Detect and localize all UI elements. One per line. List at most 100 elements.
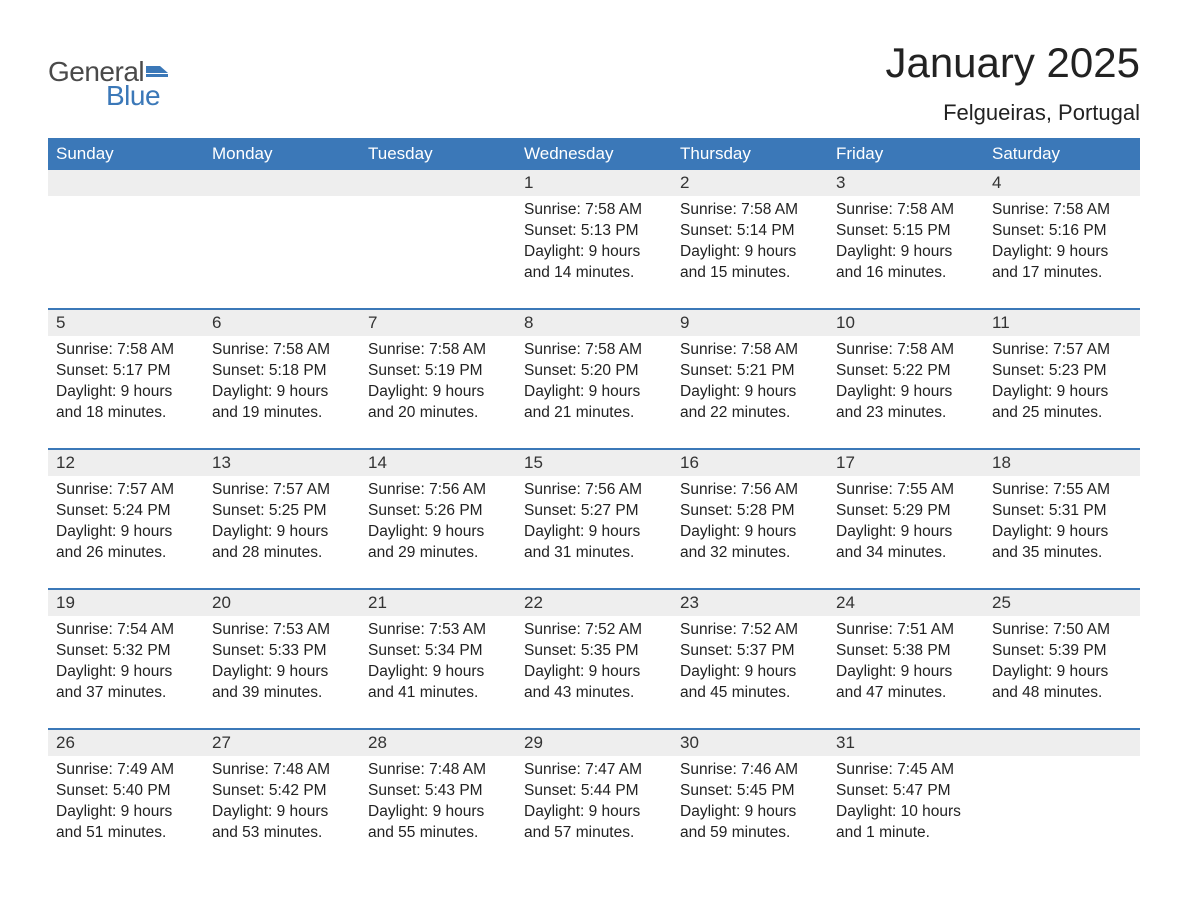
- day-number: 20: [204, 590, 360, 616]
- sunset-text: Sunset: 5:24 PM: [56, 501, 196, 522]
- day-number: 24: [828, 590, 984, 616]
- sunset-text: Sunset: 5:16 PM: [992, 221, 1132, 242]
- day-cell: 10Sunrise: 7:58 AMSunset: 5:22 PMDayligh…: [828, 310, 984, 436]
- daylight-text: and 57 minutes.: [524, 823, 664, 844]
- day-details: Sunrise: 7:56 AMSunset: 5:28 PMDaylight:…: [672, 476, 828, 564]
- sunset-text: Sunset: 5:23 PM: [992, 361, 1132, 382]
- sunset-text: Sunset: 5:21 PM: [680, 361, 820, 382]
- sunset-text: Sunset: 5:45 PM: [680, 781, 820, 802]
- daylight-text: Daylight: 9 hours: [680, 522, 820, 543]
- sunset-text: Sunset: 5:38 PM: [836, 641, 976, 662]
- sunrise-text: Sunrise: 7:58 AM: [992, 200, 1132, 221]
- weekday-header-row: Sunday Monday Tuesday Wednesday Thursday…: [48, 138, 1140, 170]
- day-number: 22: [516, 590, 672, 616]
- day-details: Sunrise: 7:48 AMSunset: 5:42 PMDaylight:…: [204, 756, 360, 844]
- day-cell: 24 Sunrise: 7:51 AMSunset: 5:38 PMDayligh…: [828, 590, 984, 716]
- day-cell: 13Sunrise: 7:57 AMSunset: 5:25 PMDayligh…: [204, 450, 360, 576]
- day-details: Sunrise: 7:58 AMSunset: 5:22 PMDaylight:…: [828, 336, 984, 424]
- week-row: 19Sunrise: 7:54 AMSunset: 5:32 PMDayligh…: [48, 588, 1140, 716]
- sunrise-text: Sunrise: 7:49 AM: [56, 760, 196, 781]
- calendar-grid: Sunday Monday Tuesday Wednesday Thursday…: [48, 138, 1140, 856]
- day-cell: 11Sunrise: 7:57 AMSunset: 5:23 PMDayligh…: [984, 310, 1140, 436]
- day-cell: 31Sunrise: 7:45 AMSunset: 5:47 PMDayligh…: [828, 730, 984, 856]
- day-details: Sunrise: 7:58 AMSunset: 5:21 PMDaylight:…: [672, 336, 828, 424]
- flag-icon: [146, 63, 168, 81]
- day-number: 5: [48, 310, 204, 336]
- daylight-text: Daylight: 9 hours: [368, 522, 508, 543]
- day-details: Sunrise: 7:58 AMSunset: 5:17 PMDaylight:…: [48, 336, 204, 424]
- calendar-page: General Blue January 2025 Felgueiras, Po…: [0, 0, 1188, 886]
- day-details: Sunrise: 7:56 AMSunset: 5:27 PMDaylight:…: [516, 476, 672, 564]
- sunset-text: Sunset: 5:25 PM: [212, 501, 352, 522]
- day-number: 14: [360, 450, 516, 476]
- day-details: Sunrise: 7:58 AMSunset: 5:14 PMDaylight:…: [672, 196, 828, 284]
- daylight-text: Daylight: 9 hours: [368, 802, 508, 823]
- weekday-header: Sunday: [48, 138, 204, 170]
- day-details: Sunrise: 7:56 AMSunset: 5:26 PMDaylight:…: [360, 476, 516, 564]
- weekday-header: Tuesday: [360, 138, 516, 170]
- daylight-text: and 45 minutes.: [680, 683, 820, 704]
- daylight-text: Daylight: 9 hours: [56, 662, 196, 683]
- day-details: Sunrise: 7:48 AMSunset: 5:43 PMDaylight:…: [360, 756, 516, 844]
- daylight-text: and 16 minutes.: [836, 263, 976, 284]
- daylight-text: and 25 minutes.: [992, 403, 1132, 424]
- sunset-text: Sunset: 5:32 PM: [56, 641, 196, 662]
- daylight-text: and 34 minutes.: [836, 543, 976, 564]
- sunset-text: Sunset: 5:15 PM: [836, 221, 976, 242]
- sunrise-text: Sunrise: 7:45 AM: [836, 760, 976, 781]
- day-cell: 6Sunrise: 7:58 AMSunset: 5:18 PMDaylight…: [204, 310, 360, 436]
- daylight-text: and 47 minutes.: [836, 683, 976, 704]
- daylight-text: and 51 minutes.: [56, 823, 196, 844]
- sunset-text: Sunset: 5:17 PM: [56, 361, 196, 382]
- day-cell: 7Sunrise: 7:58 AMSunset: 5:19 PMDaylight…: [360, 310, 516, 436]
- day-cell: [204, 170, 360, 296]
- daylight-text: Daylight: 9 hours: [836, 242, 976, 263]
- day-cell: 30Sunrise: 7:46 AMSunset: 5:45 PMDayligh…: [672, 730, 828, 856]
- day-number: 31: [828, 730, 984, 756]
- day-details: Sunrise: 7:57 AMSunset: 5:25 PMDaylight:…: [204, 476, 360, 564]
- sunrise-text: Sunrise: 7:53 AM: [368, 620, 508, 641]
- day-number: 12: [48, 450, 204, 476]
- daylight-text: and 37 minutes.: [56, 683, 196, 704]
- day-details: Sunrise: 7:53 AMSunset: 5:34 PMDaylight:…: [360, 616, 516, 704]
- day-number: 26: [48, 730, 204, 756]
- sunrise-text: Sunrise: 7:51 AM: [836, 620, 976, 641]
- daylight-text: and 20 minutes.: [368, 403, 508, 424]
- day-details: Sunrise: 7:50 AMSunset: 5:39 PMDaylight:…: [984, 616, 1140, 704]
- sunset-text: Sunset: 5:35 PM: [524, 641, 664, 662]
- day-details: Sunrise: 7:58 AMSunset: 5:16 PMDaylight:…: [984, 196, 1140, 284]
- sunrise-text: Sunrise: 7:47 AM: [524, 760, 664, 781]
- sunset-text: Sunset: 5:33 PM: [212, 641, 352, 662]
- day-details: Sunrise: 7:58 AMSunset: 5:13 PMDaylight:…: [516, 196, 672, 284]
- daylight-text: Daylight: 9 hours: [524, 382, 664, 403]
- day-cell: 20Sunrise: 7:53 AMSunset: 5:33 PMDayligh…: [204, 590, 360, 716]
- daylight-text: Daylight: 9 hours: [680, 382, 820, 403]
- weekday-header: Wednesday: [516, 138, 672, 170]
- day-number: 16: [672, 450, 828, 476]
- daylight-text: Daylight: 9 hours: [56, 522, 196, 543]
- logo: General Blue: [48, 56, 168, 112]
- day-number: 29: [516, 730, 672, 756]
- daylight-text: Daylight: 9 hours: [680, 242, 820, 263]
- daylight-text: Daylight: 9 hours: [836, 662, 976, 683]
- weekday-header: Monday: [204, 138, 360, 170]
- daylight-text: and 31 minutes.: [524, 543, 664, 564]
- day-number: 27: [204, 730, 360, 756]
- day-cell: 17Sunrise: 7:55 AMSunset: 5:29 PMDayligh…: [828, 450, 984, 576]
- daylight-text: Daylight: 9 hours: [212, 802, 352, 823]
- daylight-text: Daylight: 9 hours: [368, 662, 508, 683]
- daylight-text: Daylight: 9 hours: [212, 662, 352, 683]
- sunrise-text: Sunrise: 7:58 AM: [524, 200, 664, 221]
- sunset-text: Sunset: 5:43 PM: [368, 781, 508, 802]
- sunset-text: Sunset: 5:42 PM: [212, 781, 352, 802]
- day-details: Sunrise: 7:55 AMSunset: 5:31 PMDaylight:…: [984, 476, 1140, 564]
- sunrise-text: Sunrise: 7:58 AM: [524, 340, 664, 361]
- day-number: [204, 170, 360, 196]
- sunrise-text: Sunrise: 7:54 AM: [56, 620, 196, 641]
- day-details: Sunrise: 7:57 AMSunset: 5:24 PMDaylight:…: [48, 476, 204, 564]
- daylight-text: and 43 minutes.: [524, 683, 664, 704]
- sunrise-text: Sunrise: 7:58 AM: [680, 340, 820, 361]
- day-cell: 25Sunrise: 7:50 AMSunset: 5:39 PMDayligh…: [984, 590, 1140, 716]
- day-details: Sunrise: 7:47 AMSunset: 5:44 PMDaylight:…: [516, 756, 672, 844]
- day-details: Sunrise: 7:46 AMSunset: 5:45 PMDaylight:…: [672, 756, 828, 844]
